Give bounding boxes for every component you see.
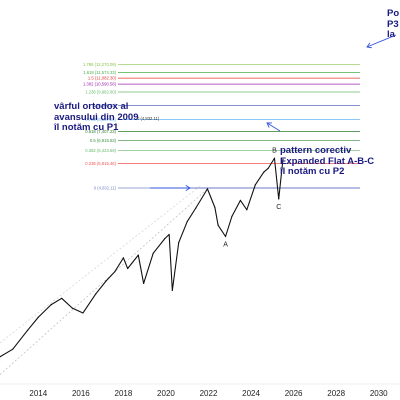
series-point-27 [239,199,242,202]
annotation-p3-line-2: P3 [387,18,399,30]
series-point-1 [12,348,14,350]
series-point-28 [246,209,248,211]
fib-label-9: 0.382 (6,423.69) [85,148,116,153]
annotation-p1-line-2: avansului din 2009 [54,111,139,123]
annotation-p2: pattern corectiv Expanded Flat A-B-C îl … [280,145,375,178]
series-point-19 [178,241,180,244]
fib-label-3: 1.382 (10,590.58) [83,82,117,87]
annotation-p3-line-1: Po [387,8,400,19]
fib-label-0: 1.786 (12,270.09) [83,62,117,67]
x-tick-label-2014: 2014 [29,389,47,398]
annotation-p3-line-3: la [387,29,395,40]
fib-label-7: 0.618 (7,407.23) [85,129,116,134]
series-point-30 [263,171,265,173]
annotation-p3: Po P3 la [387,8,400,41]
series-point-32 [273,157,276,159]
series-point-22 [206,188,209,190]
x-tick-label-2018: 2018 [115,389,133,398]
wave-label-b: B [272,147,277,154]
annotation-p1-line-1: vârful ortodox al [54,101,129,112]
series-point-23 [214,206,216,209]
wave-label-a: A [223,241,228,248]
fib-label-8: 0.5 (6,915.53) [90,138,117,143]
fib-label-1: 1.618 (11,574.33) [83,70,116,75]
fib-label-2: 1.5 (11,082.30) [88,76,117,81]
trendline-lower [0,188,208,375]
annotation-p2-line-3: îl notăm cu P2 [280,166,345,177]
annotation-arrows [150,34,397,192]
series-point-8 [95,293,97,295]
x-tick-label-2022: 2022 [200,389,218,398]
p1-level-label: 0 (4,832.11) [137,116,160,121]
series-point-0 [0,356,1,358]
guide-lines [0,185,360,375]
series-point-5 [61,297,63,299]
series-point-26 [231,215,233,217]
series-point-14 [143,282,145,285]
series-point-33 [278,198,280,200]
series-point-20 [186,220,188,223]
series-point-15 [152,252,154,254]
series-point-7 [82,312,84,314]
series-point-24 [217,224,219,226]
annotation-p1-line-3: îl notăm cu P1 [54,122,119,133]
x-tick-label-2024: 2024 [242,389,260,398]
series-point-6 [71,307,73,309]
series-point-21 [195,207,197,209]
x-tick-label-2026: 2026 [285,389,303,398]
series-point-31 [267,167,269,170]
x-axis: 2014 2016 2018 2020 2022 2024 2026 2028 2030 [0,383,400,398]
fib-label-6: 0.786 (8,107.24) [85,117,116,122]
wave-labels: A B C [223,147,281,248]
x-tick-label-2028: 2028 [327,389,345,398]
fib-label-5: 1 (9,000.35) [93,103,116,108]
arrow-p3-head [366,42,373,49]
series-point-34 [282,158,284,160]
series-point-3 [37,316,39,318]
wave-label-c: C [276,204,281,211]
annotation-p1: vârful ortodox al avansului din 2009 îl … [54,101,139,134]
series-point-12 [127,267,129,270]
arrow-p1-head [185,184,191,192]
arrow-p2-shaft [266,122,281,132]
arrow-p3-shaft [366,34,397,48]
price-series [0,157,284,358]
series-point-2 [27,329,29,331]
annotation-p2-line-2: Expanded Flat A-B-C [280,155,375,167]
fib-label-4: 1.236 (9,982.60) [85,89,116,94]
series-point-16 [164,237,166,240]
fibonacci-levels: 1.786 (12,270.09) 1.618 (11,574.33)1.5 (1… [83,62,360,191]
trendline-upper [0,185,201,344]
series-point-29 [254,184,256,186]
series-point-13 [137,254,139,256]
series-point-25 [224,235,227,238]
series-point-4 [50,304,52,306]
series-point-18 [171,289,173,291]
fib-label-10: 0.236 (5,815.46) [85,161,116,166]
x-tick-label-2016: 2016 [72,389,90,398]
series-point-10 [114,270,116,273]
series-point-17 [168,233,170,236]
series-point-11 [122,257,125,259]
x-tick-label-2030: 2030 [370,389,388,398]
x-tick-label-2020: 2020 [157,389,175,398]
fib-label-11: 0 (4,832.11) [94,186,117,191]
arrow-p2-head [266,122,273,128]
series-point-9 [105,280,107,282]
annotation-p2-line-1: pattern corectiv [280,145,352,156]
